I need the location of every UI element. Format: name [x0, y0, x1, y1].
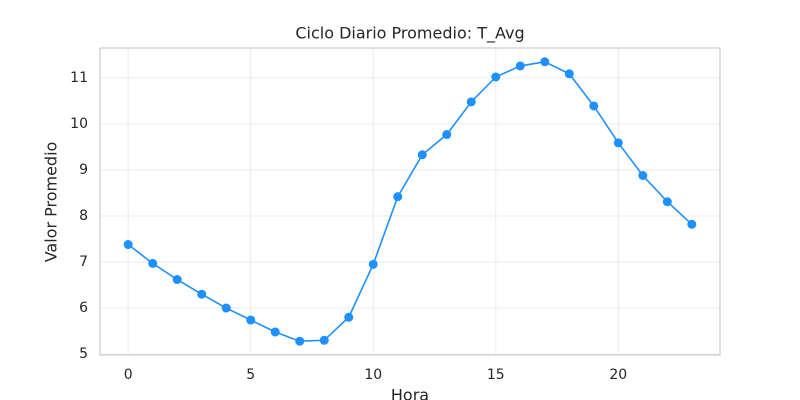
point: [662, 197, 672, 207]
point: [270, 327, 280, 337]
plot-frame: [99, 47, 721, 356]
x-axis-label: Hora: [391, 386, 429, 400]
point: [148, 258, 158, 268]
point: [393, 192, 403, 202]
y-tick-label: 11: [70, 70, 88, 86]
point: [368, 259, 378, 269]
point: [540, 57, 550, 67]
point: [319, 335, 329, 345]
point: [221, 303, 231, 313]
point: [295, 336, 305, 346]
x-tick-label: 10: [364, 367, 382, 383]
point: [344, 312, 354, 322]
point: [638, 170, 648, 180]
point: [687, 219, 697, 229]
point: [417, 150, 427, 160]
chart-title: Ciclo Diario Promedio: T_Avg: [295, 24, 524, 44]
point: [491, 72, 501, 82]
point: [246, 315, 256, 325]
y-tick-label: 8: [79, 208, 88, 224]
x-tick-label: 15: [487, 367, 505, 383]
x-tick-label: 5: [246, 367, 255, 383]
y-tick-label: 9: [79, 162, 88, 178]
point: [123, 240, 133, 250]
point: [613, 138, 623, 148]
point: [515, 61, 525, 71]
line: [127, 60, 693, 342]
point: [466, 97, 476, 107]
y-axis-label: Valor Promedio: [42, 142, 61, 263]
y-tick-label: 5: [79, 346, 88, 362]
point: [197, 289, 207, 299]
y-tick-label: 10: [70, 116, 88, 132]
point: [172, 275, 182, 285]
x-tick-label: 0: [124, 367, 133, 383]
point: [589, 101, 599, 111]
point: [564, 69, 574, 79]
y-tick-label: 7: [79, 254, 88, 270]
point: [442, 130, 452, 140]
x-tick-label: 20: [609, 367, 627, 383]
y-tick-label: 6: [79, 300, 88, 316]
